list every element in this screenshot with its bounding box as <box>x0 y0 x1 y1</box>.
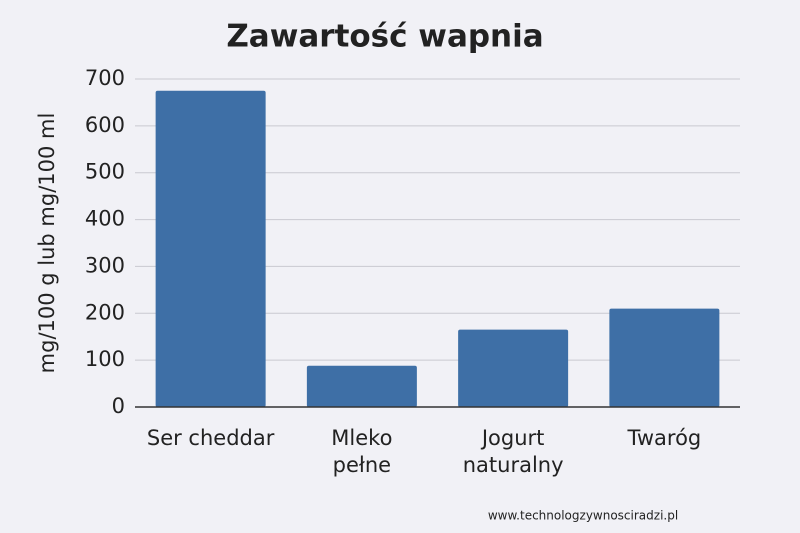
x-tick-label: Jogurt naturalny <box>462 426 564 477</box>
bar <box>609 308 720 407</box>
y-axis-label: mg/100 g lub mg/100 ml <box>35 113 59 374</box>
y-tick-label: 500 <box>85 160 125 184</box>
y-tick-label: 400 <box>85 207 125 231</box>
y-tick-label: 0 <box>112 394 125 418</box>
x-tick-label: Ser cheddar <box>146 426 275 450</box>
x-tick-label: Twaróg <box>627 426 702 450</box>
bar <box>306 365 417 407</box>
y-tick-label: 100 <box>85 347 125 371</box>
x-tick-label: Mleko pełne <box>331 426 393 477</box>
bar <box>155 90 266 407</box>
chart-title: Zawartość wapnia <box>226 19 543 55</box>
y-tick-label: 200 <box>85 300 125 324</box>
y-tick-label: 300 <box>85 253 125 277</box>
y-tick-label: 600 <box>85 113 125 137</box>
bar <box>458 329 569 407</box>
y-tick-label: 700 <box>85 66 125 90</box>
footer: www.technologzywnosciradzi.pl <box>488 509 678 523</box>
